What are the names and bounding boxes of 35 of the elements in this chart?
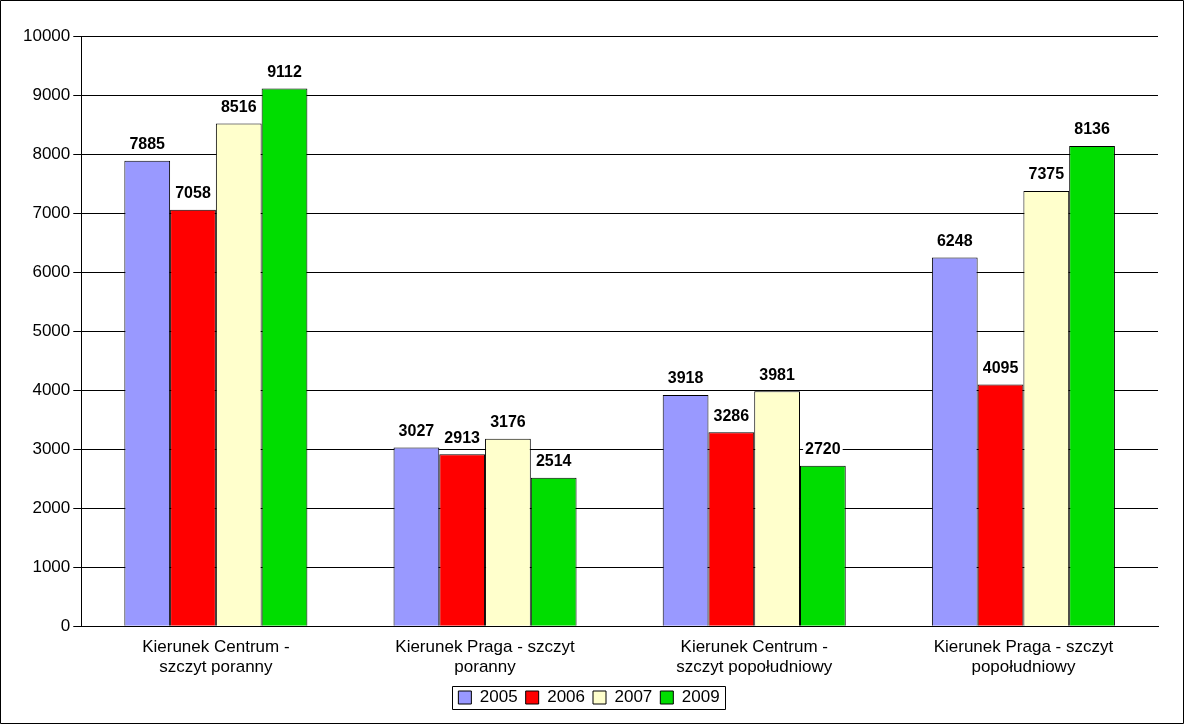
data-label: 7885 [129,135,166,153]
legend-label: 2006 [547,687,586,707]
y-tick-label: 3000 [32,438,71,458]
data-label: 3027 [398,421,435,439]
y-tick-label: 10000 [22,25,71,45]
data-label: 3176 [490,413,526,431]
legend-label: 2007 [614,687,653,707]
x-tick-label: Kierunek Centrum - szczyt popołudniowy [676,637,833,677]
data-label: 2720 [805,440,841,458]
y-tick-label: 2000 [32,497,71,517]
y-tick-label: 0 [60,615,71,635]
data-label: 8516 [220,97,257,115]
y-tick-label: 8000 [32,143,71,163]
data-label: 7375 [1028,165,1065,183]
legend-label: 2009 [681,687,720,707]
data-label: 7058 [175,184,211,202]
x-tick-label: Kierunek Centrum - szczyt poranny [142,637,290,677]
y-tick-label: 7000 [32,202,71,222]
y-tick-label: 1000 [32,556,71,576]
y-tick-label: 5000 [32,320,71,340]
data-label: 4095 [982,358,1019,376]
y-tick-label: 9000 [32,84,71,104]
data-label: 3981 [759,365,796,383]
data-label: 2913 [444,428,481,446]
data-label: 3918 [667,369,704,387]
legend-label: 2005 [479,687,518,707]
data-label: 9112 [267,62,302,80]
data-label: 3286 [713,406,750,424]
data-label: 6248 [936,231,973,249]
data-label: 8136 [1074,120,1110,138]
y-tick-label: 6000 [32,261,71,281]
y-tick-label: 4000 [32,379,71,399]
x-tick-label: Kierunek Praga - szczyt poranny [395,637,576,677]
data-label: 2514 [535,452,572,470]
x-tick-label: Kierunek Praga - szczyt popołudniowy [933,637,1114,677]
